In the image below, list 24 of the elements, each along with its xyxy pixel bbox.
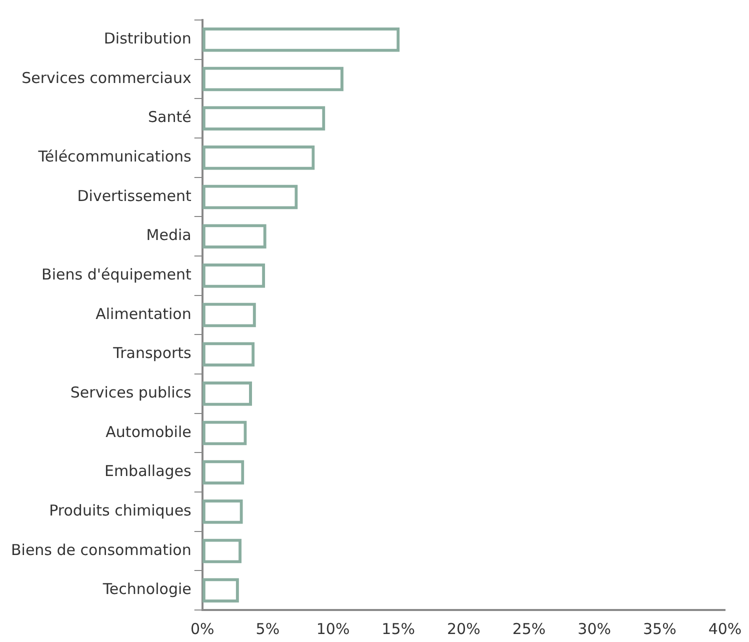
y-tick-label: Produits chimiques	[49, 502, 192, 520]
y-tick-label: Divertissement	[77, 186, 192, 205]
x-tick-label: 30%	[578, 620, 612, 638]
y-tick-label: Biens d'équipement	[42, 266, 192, 284]
x-tick-label: 15%	[382, 620, 416, 638]
x-tick-label: 10%	[316, 620, 350, 638]
x-tick-label: 25%	[512, 620, 546, 638]
y-tick-label: Santé	[148, 108, 192, 126]
x-tick-label: 35%	[643, 620, 676, 638]
y-tick-label: Media	[146, 226, 192, 244]
y-tick-label: Biens de consommation	[10, 540, 192, 559]
x-tick-label: 5%	[256, 620, 280, 638]
x-tick-label: 40%	[708, 620, 742, 638]
y-tick-label: Services publics	[70, 384, 192, 402]
y-tick-label: Emballages	[104, 462, 192, 480]
y-tick-label: Distribution	[104, 30, 192, 48]
y-tick-label: Services commerciaux	[22, 68, 192, 87]
y-tick-label: Technologie	[102, 580, 192, 598]
y-tick-label: Télécommunications	[37, 148, 192, 166]
y-tick-label: Transports	[112, 344, 192, 362]
y-tick-label: Automobile	[106, 422, 192, 441]
x-tick-label: 20%	[447, 620, 480, 638]
y-tick-label: Alimentation	[96, 304, 192, 323]
x-tick-label: 0%	[190, 620, 214, 638]
